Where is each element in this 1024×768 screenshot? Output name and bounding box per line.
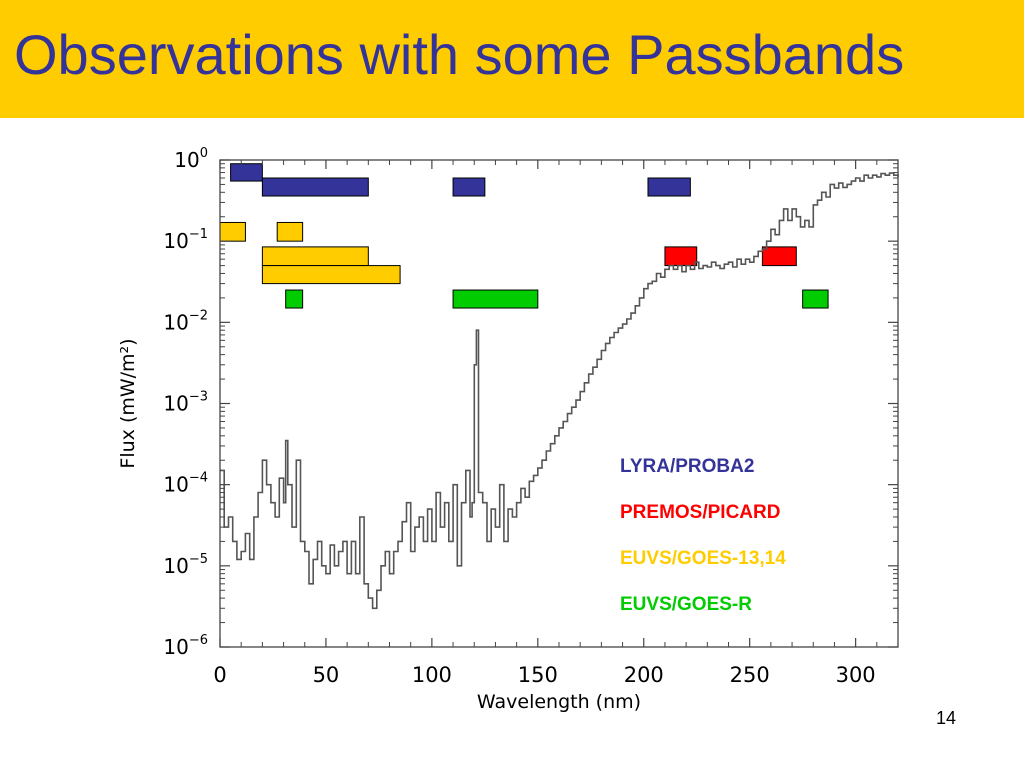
x-tick-label: 250: [730, 663, 770, 687]
slide-number: 14: [936, 708, 957, 728]
passband-bar-3: [647, 177, 691, 197]
y-tick-label: 10−4: [163, 471, 208, 497]
plot-frame: [219, 159, 899, 648]
legend: LYRA/PROBA2 PREMOS/PICARD EUVS/GOES-13,14 E…: [620, 456, 786, 615]
x-axis-label: Wavelength (nm): [477, 691, 641, 713]
x-tick-label: 0: [213, 663, 226, 687]
x-tick-label: 300: [836, 663, 876, 687]
tick-layer: 0 50 100 150 200 250 300 100 10−1 10−2 10−3 10−4 10−…: [163, 146, 898, 687]
passband-layer: [219, 163, 829, 309]
y-tick-label: 10−5: [163, 552, 208, 578]
y-tick-label: 10−6: [163, 633, 208, 659]
passband-bar-10: [285, 289, 304, 309]
passband-bar-2: [452, 177, 486, 197]
legend-entry: PREMOS/PICARD: [620, 502, 780, 523]
x-tick-label: 200: [624, 663, 664, 687]
passband-bar-4: [219, 221, 246, 242]
slide-title: Observations with some Passbands: [14, 23, 905, 86]
y-tick-label: 10−2: [163, 308, 208, 334]
passband-bar-6: [261, 246, 369, 267]
title-bar: Observations with some Passbands: [0, 0, 1024, 118]
legend-entry: EUVS/GOES-R: [620, 594, 752, 615]
passband-bar-8: [664, 246, 698, 267]
passband-bar-12: [802, 289, 829, 309]
passband-bar-5: [276, 221, 304, 242]
passband-bar-0: [230, 163, 263, 182]
passband-bar-7: [261, 265, 401, 285]
x-tick-label: 150: [518, 663, 558, 687]
legend-entry: LYRA/PROBA2: [620, 456, 754, 477]
passband-bar-9: [761, 246, 797, 267]
y-axis-label: Flux (mW/m²): [117, 338, 139, 468]
x-tick-label: 50: [313, 663, 340, 687]
y-tick-label: 100: [174, 146, 208, 172]
y-tick-label: 10−1: [163, 227, 208, 253]
legend-entry: EUVS/GOES-13,14: [620, 548, 786, 569]
passband-bar-11: [452, 289, 539, 309]
passband-bar-1: [261, 177, 369, 197]
y-tick-label: 10−3: [163, 390, 208, 416]
spectrum-line: [220, 172, 899, 610]
x-tick-label: 100: [412, 663, 452, 687]
